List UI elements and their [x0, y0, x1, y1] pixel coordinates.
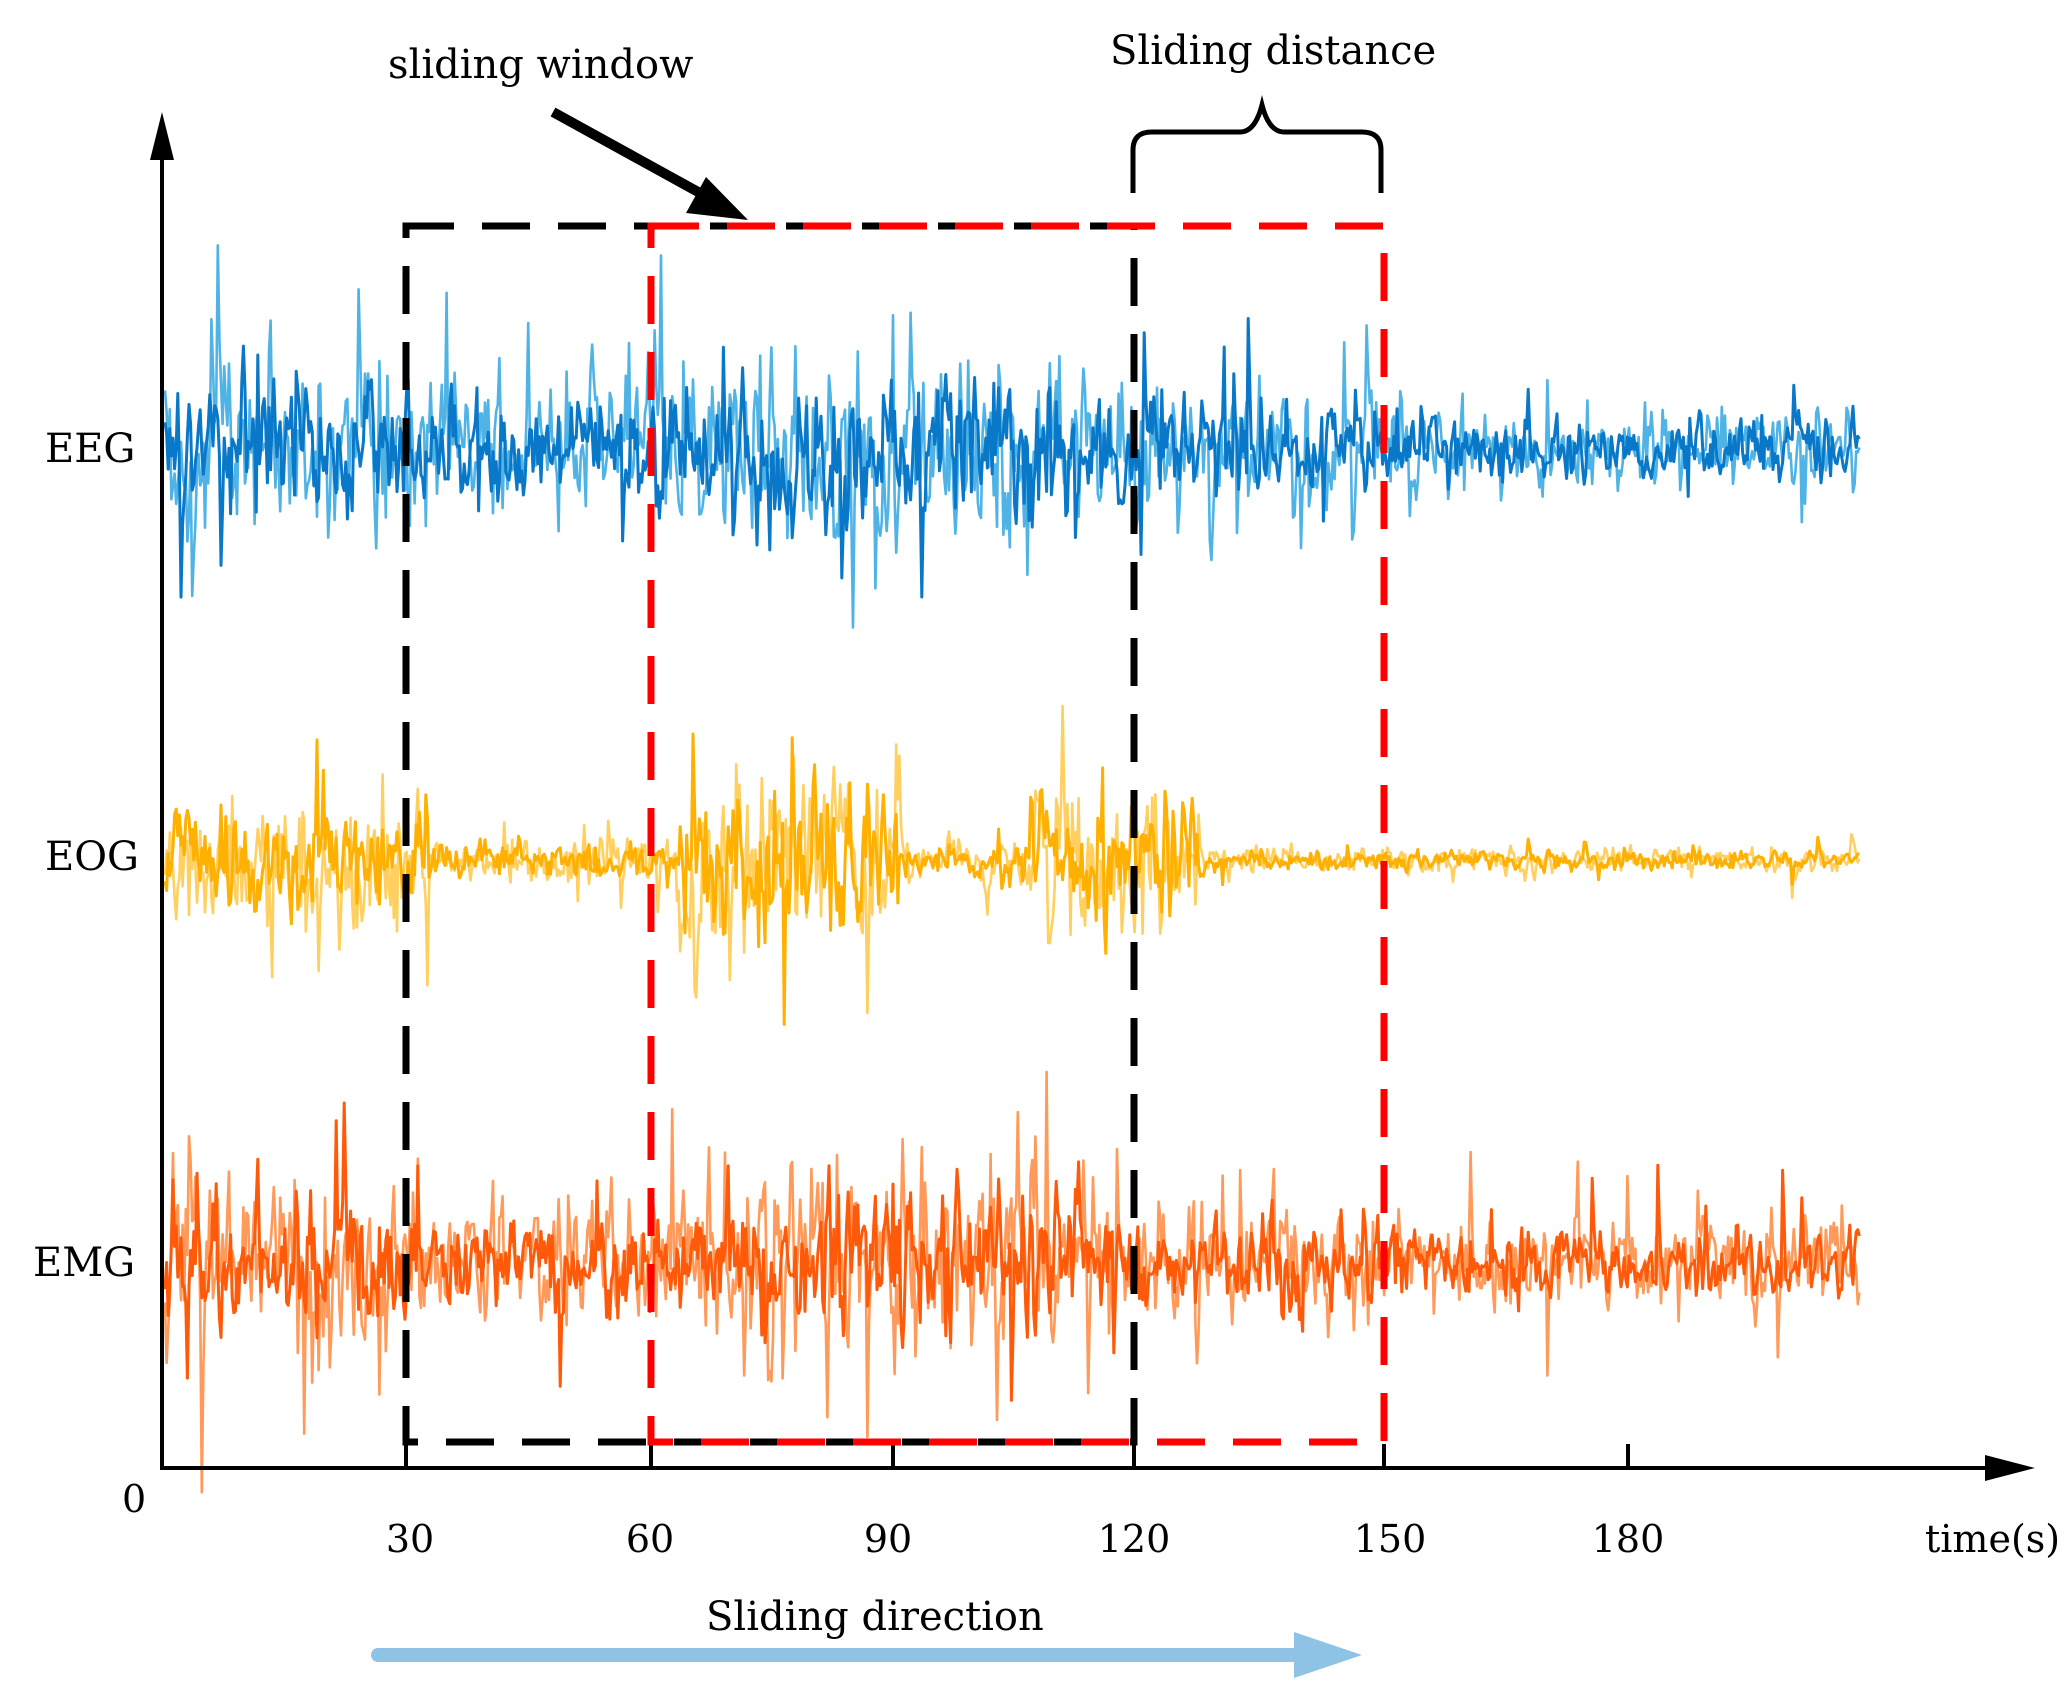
eog-signal	[163, 704, 1861, 1026]
origin-label: 0	[122, 1477, 146, 1521]
eeg-label: EEG	[45, 426, 135, 472]
tick-label-180: 180	[1592, 1517, 1665, 1561]
tick-marks	[404, 1444, 1630, 1468]
sliding-direction-arrowhead	[1294, 1632, 1362, 1678]
tick-label-90: 90	[864, 1517, 912, 1561]
emg-label: EMG	[33, 1240, 135, 1286]
x-axis-label: time(s)	[1925, 1517, 2060, 1561]
eeg-trace	[163, 317, 1861, 599]
second-window	[647, 222, 1388, 1446]
tick-label-30: 30	[386, 1517, 434, 1561]
eog-trace	[163, 732, 1860, 1026]
tick-label-120: 120	[1098, 1517, 1171, 1561]
tick-label-150: 150	[1354, 1517, 1427, 1561]
emg-signal	[163, 1070, 1861, 1494]
emg-trace	[163, 1101, 1861, 1402]
sliding-window-arrowhead	[686, 177, 748, 220]
x-axis-arrowhead	[1985, 1455, 2035, 1481]
sliding-distance-label: Sliding distance	[1110, 28, 1436, 74]
sliding-window-arrow-shaft	[550, 107, 703, 198]
tick-label-60: 60	[626, 1517, 674, 1561]
signals-layer	[163, 244, 1861, 1494]
sliding-window-label: sliding window	[388, 42, 693, 88]
eeg-trace-light	[163, 244, 1861, 629]
first-window	[402, 222, 1138, 1446]
sliding-direction-label: Sliding direction	[706, 1594, 1044, 1640]
eog-trace-light	[163, 704, 1861, 1015]
y-axis-arrowhead	[150, 112, 174, 160]
eeg-signal	[163, 244, 1861, 629]
eog-label: EOG	[45, 834, 139, 880]
sliding-distance-brace	[1130, 95, 1384, 193]
